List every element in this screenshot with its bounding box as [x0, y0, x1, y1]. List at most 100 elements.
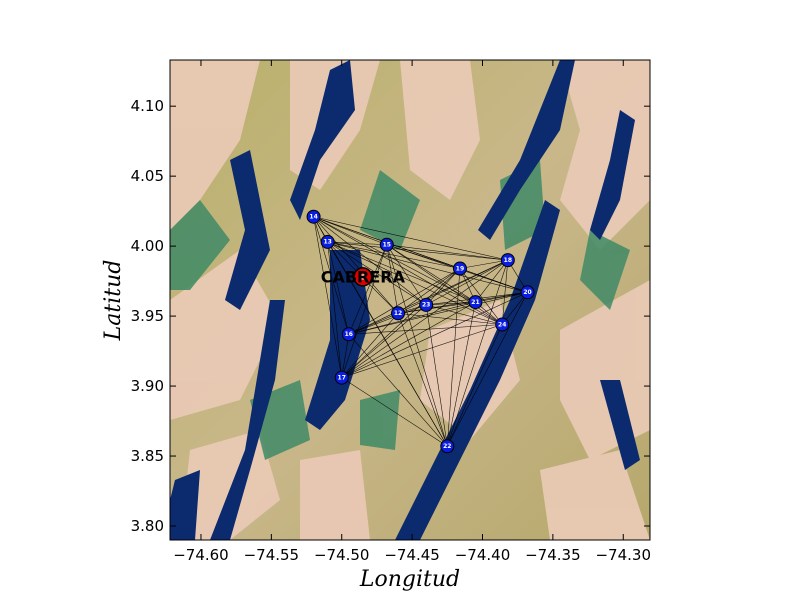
connection-line	[475, 292, 528, 303]
x-tick-label: −74.40	[455, 546, 511, 564]
connection-line	[327, 241, 503, 325]
station-23[interactable]: 23	[419, 297, 434, 312]
station-label: 15	[383, 242, 391, 249]
station-14[interactable]: 14	[306, 209, 321, 224]
connection-line	[327, 241, 508, 261]
connection-line	[327, 241, 343, 378]
connection-line	[459, 268, 503, 325]
connection-line	[426, 259, 508, 306]
y-tick-label: 4.00	[131, 237, 164, 255]
station-label: 22	[443, 443, 451, 450]
connection-line	[327, 241, 476, 303]
connection-line	[475, 259, 509, 303]
x-tick-label: −74.60	[173, 546, 229, 564]
station-markers: 12 13 14 15 16 17 18 19 20 21 22 23 24	[306, 209, 535, 454]
station-marker	[495, 317, 510, 332]
station-17[interactable]: 17	[334, 370, 349, 385]
y-tick-label: 3.80	[131, 517, 164, 535]
connection-line	[447, 268, 461, 447]
connection-line	[313, 216, 427, 306]
connection-line	[348, 244, 388, 335]
connection-line	[386, 244, 503, 325]
station-marker	[379, 237, 394, 252]
connection-line	[447, 260, 509, 447]
y-tick-label: 4.05	[131, 167, 164, 185]
y-tick-label: 3.85	[131, 447, 164, 465]
x-tick-label: −74.35	[525, 546, 581, 564]
station-marker	[500, 253, 515, 268]
connection-line	[348, 268, 461, 335]
connection-line	[341, 244, 388, 378]
connection-line	[426, 301, 476, 306]
station-marker	[419, 297, 434, 312]
station-12[interactable]: 12	[391, 306, 406, 321]
station-15[interactable]: 15	[379, 237, 394, 252]
station-label: 21	[471, 299, 479, 306]
x-tick-label: −74.45	[384, 546, 440, 564]
station-label: 13	[323, 239, 331, 246]
connection-line	[327, 241, 387, 246]
connection-line	[341, 377, 448, 447]
station-connections	[313, 216, 528, 447]
x-tick-label: −74.50	[314, 546, 370, 564]
station-label: 23	[422, 302, 430, 309]
connection-line	[447, 302, 476, 447]
station-marker	[334, 370, 349, 385]
y-tick-label: 3.95	[131, 307, 164, 325]
connection-line	[447, 324, 503, 447]
connection-line	[425, 304, 448, 447]
connection-line	[459, 268, 528, 293]
station-20[interactable]: 20	[520, 285, 535, 300]
x-axis-ticks: −74.60 −74.55 −74.50 −74.45 −74.40 −74.35 −74.…	[173, 60, 651, 564]
y-tick-label: 4.10	[131, 97, 164, 115]
connection-line	[348, 301, 476, 335]
station-marker	[341, 327, 356, 342]
station-marker	[391, 306, 406, 321]
y-tick-label: 3.90	[131, 377, 164, 395]
connection-line	[313, 216, 350, 335]
station-label: 17	[338, 374, 346, 381]
connection-line	[313, 216, 387, 246]
connection-line	[459, 259, 508, 269]
connection-line	[341, 259, 509, 378]
station-marker	[306, 209, 321, 224]
station-13[interactable]: 13	[320, 234, 335, 249]
station-label: 18	[504, 257, 512, 264]
x-tick-label: −74.30	[595, 546, 651, 564]
connection-line	[348, 304, 427, 335]
connection-line	[386, 244, 427, 306]
station-label: 12	[394, 310, 402, 317]
town-cabrera: CABRERA	[321, 267, 406, 287]
station-label: 16	[345, 331, 353, 338]
connection-line	[327, 241, 528, 293]
connection-line	[426, 304, 503, 325]
connection-line	[501, 260, 509, 325]
connection-line	[348, 259, 508, 335]
station-24[interactable]: 24	[495, 317, 510, 332]
connection-line	[398, 312, 503, 325]
connection-line	[386, 244, 448, 447]
station-marker	[520, 285, 535, 300]
station-19[interactable]: 19	[452, 261, 467, 276]
connection-line	[313, 216, 508, 261]
connection-line	[397, 268, 461, 314]
connection-line	[386, 244, 508, 261]
town-marker-center	[359, 273, 366, 280]
station-18[interactable]: 18	[500, 253, 515, 268]
station-label: 14	[309, 214, 317, 221]
connection-line	[313, 216, 399, 314]
connection-line	[447, 292, 528, 447]
connection-line	[341, 268, 461, 378]
x-axis-label: Longitud	[359, 567, 460, 592]
station-22[interactable]: 22	[440, 439, 455, 454]
station-marker	[452, 261, 467, 276]
station-16[interactable]: 16	[341, 327, 356, 342]
station-marker	[440, 439, 455, 454]
connection-line	[348, 324, 503, 335]
station-21[interactable]: 21	[468, 295, 483, 310]
station-label: 20	[523, 289, 531, 296]
connection-line	[341, 304, 427, 378]
connection-line	[313, 216, 448, 447]
town-label: CABRERA	[321, 267, 406, 286]
